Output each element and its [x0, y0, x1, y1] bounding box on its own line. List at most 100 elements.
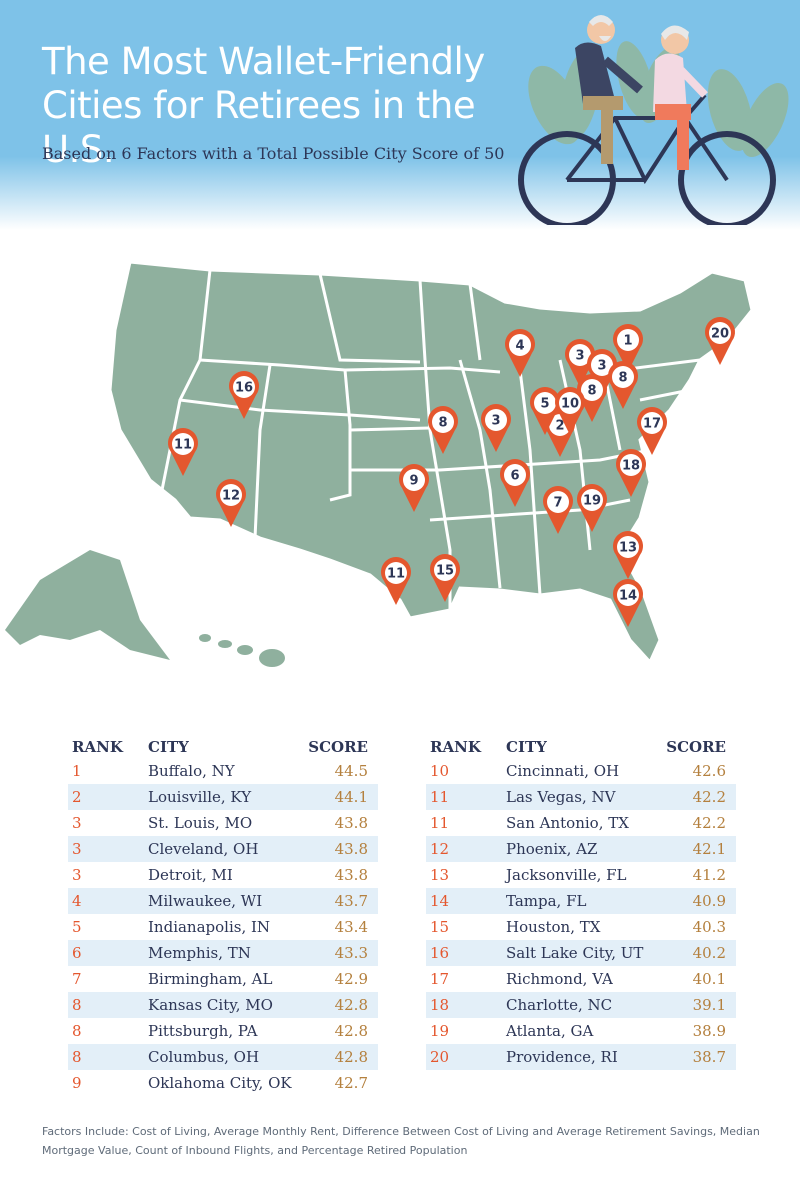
map-pin: 12 — [216, 479, 246, 527]
map-pin: 3 — [481, 404, 511, 452]
ranking-table-right: RANK CITY SCORE 10 Cincinnati, OH 42.6 11 La… — [426, 736, 736, 1070]
map-pin: 3 — [565, 339, 595, 387]
header-rank: RANK — [72, 738, 123, 756]
table-row: 11 San Antonio, TX 42.2 — [426, 810, 736, 836]
ranking-table-left: RANK CITY SCORE 1 Buffalo, NY 44.5 2 Louisvi… — [68, 736, 378, 1096]
rank-cell: 18 — [430, 996, 450, 1014]
score-cell: 44.1 — [334, 788, 368, 806]
header-city: CITY — [506, 738, 547, 756]
city-cell: Detroit, MI — [148, 866, 233, 884]
map-pin-circle — [617, 584, 639, 606]
map-pin-circle — [617, 536, 639, 558]
map-pin-circle — [385, 562, 407, 584]
map-pin-circle — [172, 433, 194, 455]
score-cell: 42.8 — [334, 996, 368, 1014]
rank-cell: 17 — [430, 970, 450, 988]
city-cell: Atlanta, GA — [506, 1022, 594, 1040]
table-row: 17 Richmond, VA 40.1 — [426, 966, 736, 992]
map-pin-label: 3 — [491, 414, 500, 429]
title-line-2: Cities for Retirees in the U.S. — [42, 84, 476, 171]
rank-cell: 12 — [430, 840, 450, 858]
map-pin: 13 — [613, 531, 643, 579]
city-cell: St. Louis, MO — [148, 814, 253, 832]
map-pin-label: 5 — [540, 397, 549, 412]
table-body: 10 Cincinnati, OH 42.6 11 Las Vegas, NV 42.2 1… — [426, 758, 736, 1070]
map-pin-label: 7 — [553, 496, 562, 511]
score-cell: 39.1 — [692, 996, 726, 1014]
hawaii — [199, 634, 285, 667]
map-pin: 9 — [399, 464, 429, 512]
rank-cell: 20 — [430, 1048, 450, 1066]
city-cell: Charlotte, NC — [506, 996, 613, 1014]
map-pin-label: 8 — [618, 371, 627, 386]
map-pin-circle — [403, 469, 425, 491]
city-cell: Louisville, KY — [148, 788, 252, 806]
map-pin: 14 — [613, 579, 643, 627]
score-cell: 44.5 — [334, 762, 368, 780]
rank-cell: 15 — [430, 918, 450, 936]
table-row: 6 Memphis, TN 43.3 — [68, 940, 378, 966]
map-pin-circle — [434, 559, 456, 581]
rank-cell: 11 — [430, 788, 450, 806]
map-pin: 8 — [428, 406, 458, 454]
city-cell: Tampa, FL — [506, 892, 587, 910]
city-cell: Columbus, OH — [148, 1048, 260, 1066]
rank-cell: 6 — [72, 944, 82, 962]
table-row: 12 Phoenix, AZ 42.1 — [426, 836, 736, 862]
city-cell: Cleveland, OH — [148, 840, 259, 858]
map-pin-label: 13 — [619, 541, 637, 556]
table-row: 10 Cincinnati, OH 42.6 — [426, 758, 736, 784]
rank-cell: 2 — [72, 788, 82, 806]
map-pin-label: 11 — [387, 567, 405, 582]
city-cell: Jacksonville, FL — [506, 866, 627, 884]
header-score: SCORE — [308, 738, 368, 756]
page-subtitle: Based on 6 Factors with a Total Possible… — [42, 144, 505, 163]
map-pin: 10 — [555, 387, 585, 435]
table-row: 15 Houston, TX 40.3 — [426, 914, 736, 940]
score-cell: 43.8 — [334, 840, 368, 858]
rank-cell: 9 — [72, 1074, 82, 1092]
map-pin-label: 17 — [643, 417, 661, 432]
map-pin-circle — [220, 484, 242, 506]
city-cell: Las Vegas, NV — [506, 788, 616, 806]
city-cell: Providence, RI — [506, 1048, 618, 1066]
map-pin-label: 3 — [575, 349, 584, 364]
table-row: 18 Charlotte, NC 39.1 — [426, 992, 736, 1018]
rank-cell: 8 — [72, 1022, 82, 1040]
map-pin-circle — [569, 344, 591, 366]
table-row: 5 Indianapolis, IN 43.4 — [68, 914, 378, 940]
city-cell: Houston, TX — [506, 918, 601, 936]
table-row: 3 St. Louis, MO 43.8 — [68, 810, 378, 836]
map-pin-circle — [612, 366, 634, 388]
header-rank: RANK — [430, 738, 481, 756]
city-cell: Phoenix, AZ — [506, 840, 598, 858]
table-row: 3 Cleveland, OH 43.8 — [68, 836, 378, 862]
map-pin-circle — [485, 409, 507, 431]
city-cell: Birmingham, AL — [148, 970, 273, 988]
score-cell: 40.1 — [692, 970, 726, 988]
score-cell: 42.8 — [334, 1022, 368, 1040]
map-pin-circle — [504, 464, 526, 486]
map-pin-label: 14 — [619, 589, 637, 604]
map-pin: 17 — [637, 407, 667, 455]
header-banner: The Most Wallet-Friendly Cities for Reti… — [0, 0, 800, 230]
score-cell: 40.3 — [692, 918, 726, 936]
table-row: 16 Salt Lake City, UT 40.2 — [426, 940, 736, 966]
rank-cell: 7 — [72, 970, 82, 988]
map-pin: 3 — [587, 349, 617, 397]
map-pin-circle — [432, 411, 454, 433]
footnote: Factors Include: Cost of Living, Average… — [42, 1125, 760, 1157]
city-cell: Richmond, VA — [506, 970, 613, 988]
rank-cell: 4 — [72, 892, 82, 910]
city-cell: Buffalo, NY — [148, 762, 235, 780]
table-row: 2 Louisville, KY 44.1 — [68, 784, 378, 810]
map-pin-label: 4 — [515, 339, 524, 354]
map-pin-circle — [581, 379, 603, 401]
tandem-bicycle-illustration — [518, 15, 789, 225]
table-row: 4 Milwaukee, WI 43.7 — [68, 888, 378, 914]
rank-cell: 3 — [72, 814, 82, 832]
score-cell: 42.8 — [334, 1048, 368, 1066]
score-cell: 38.7 — [692, 1048, 726, 1066]
